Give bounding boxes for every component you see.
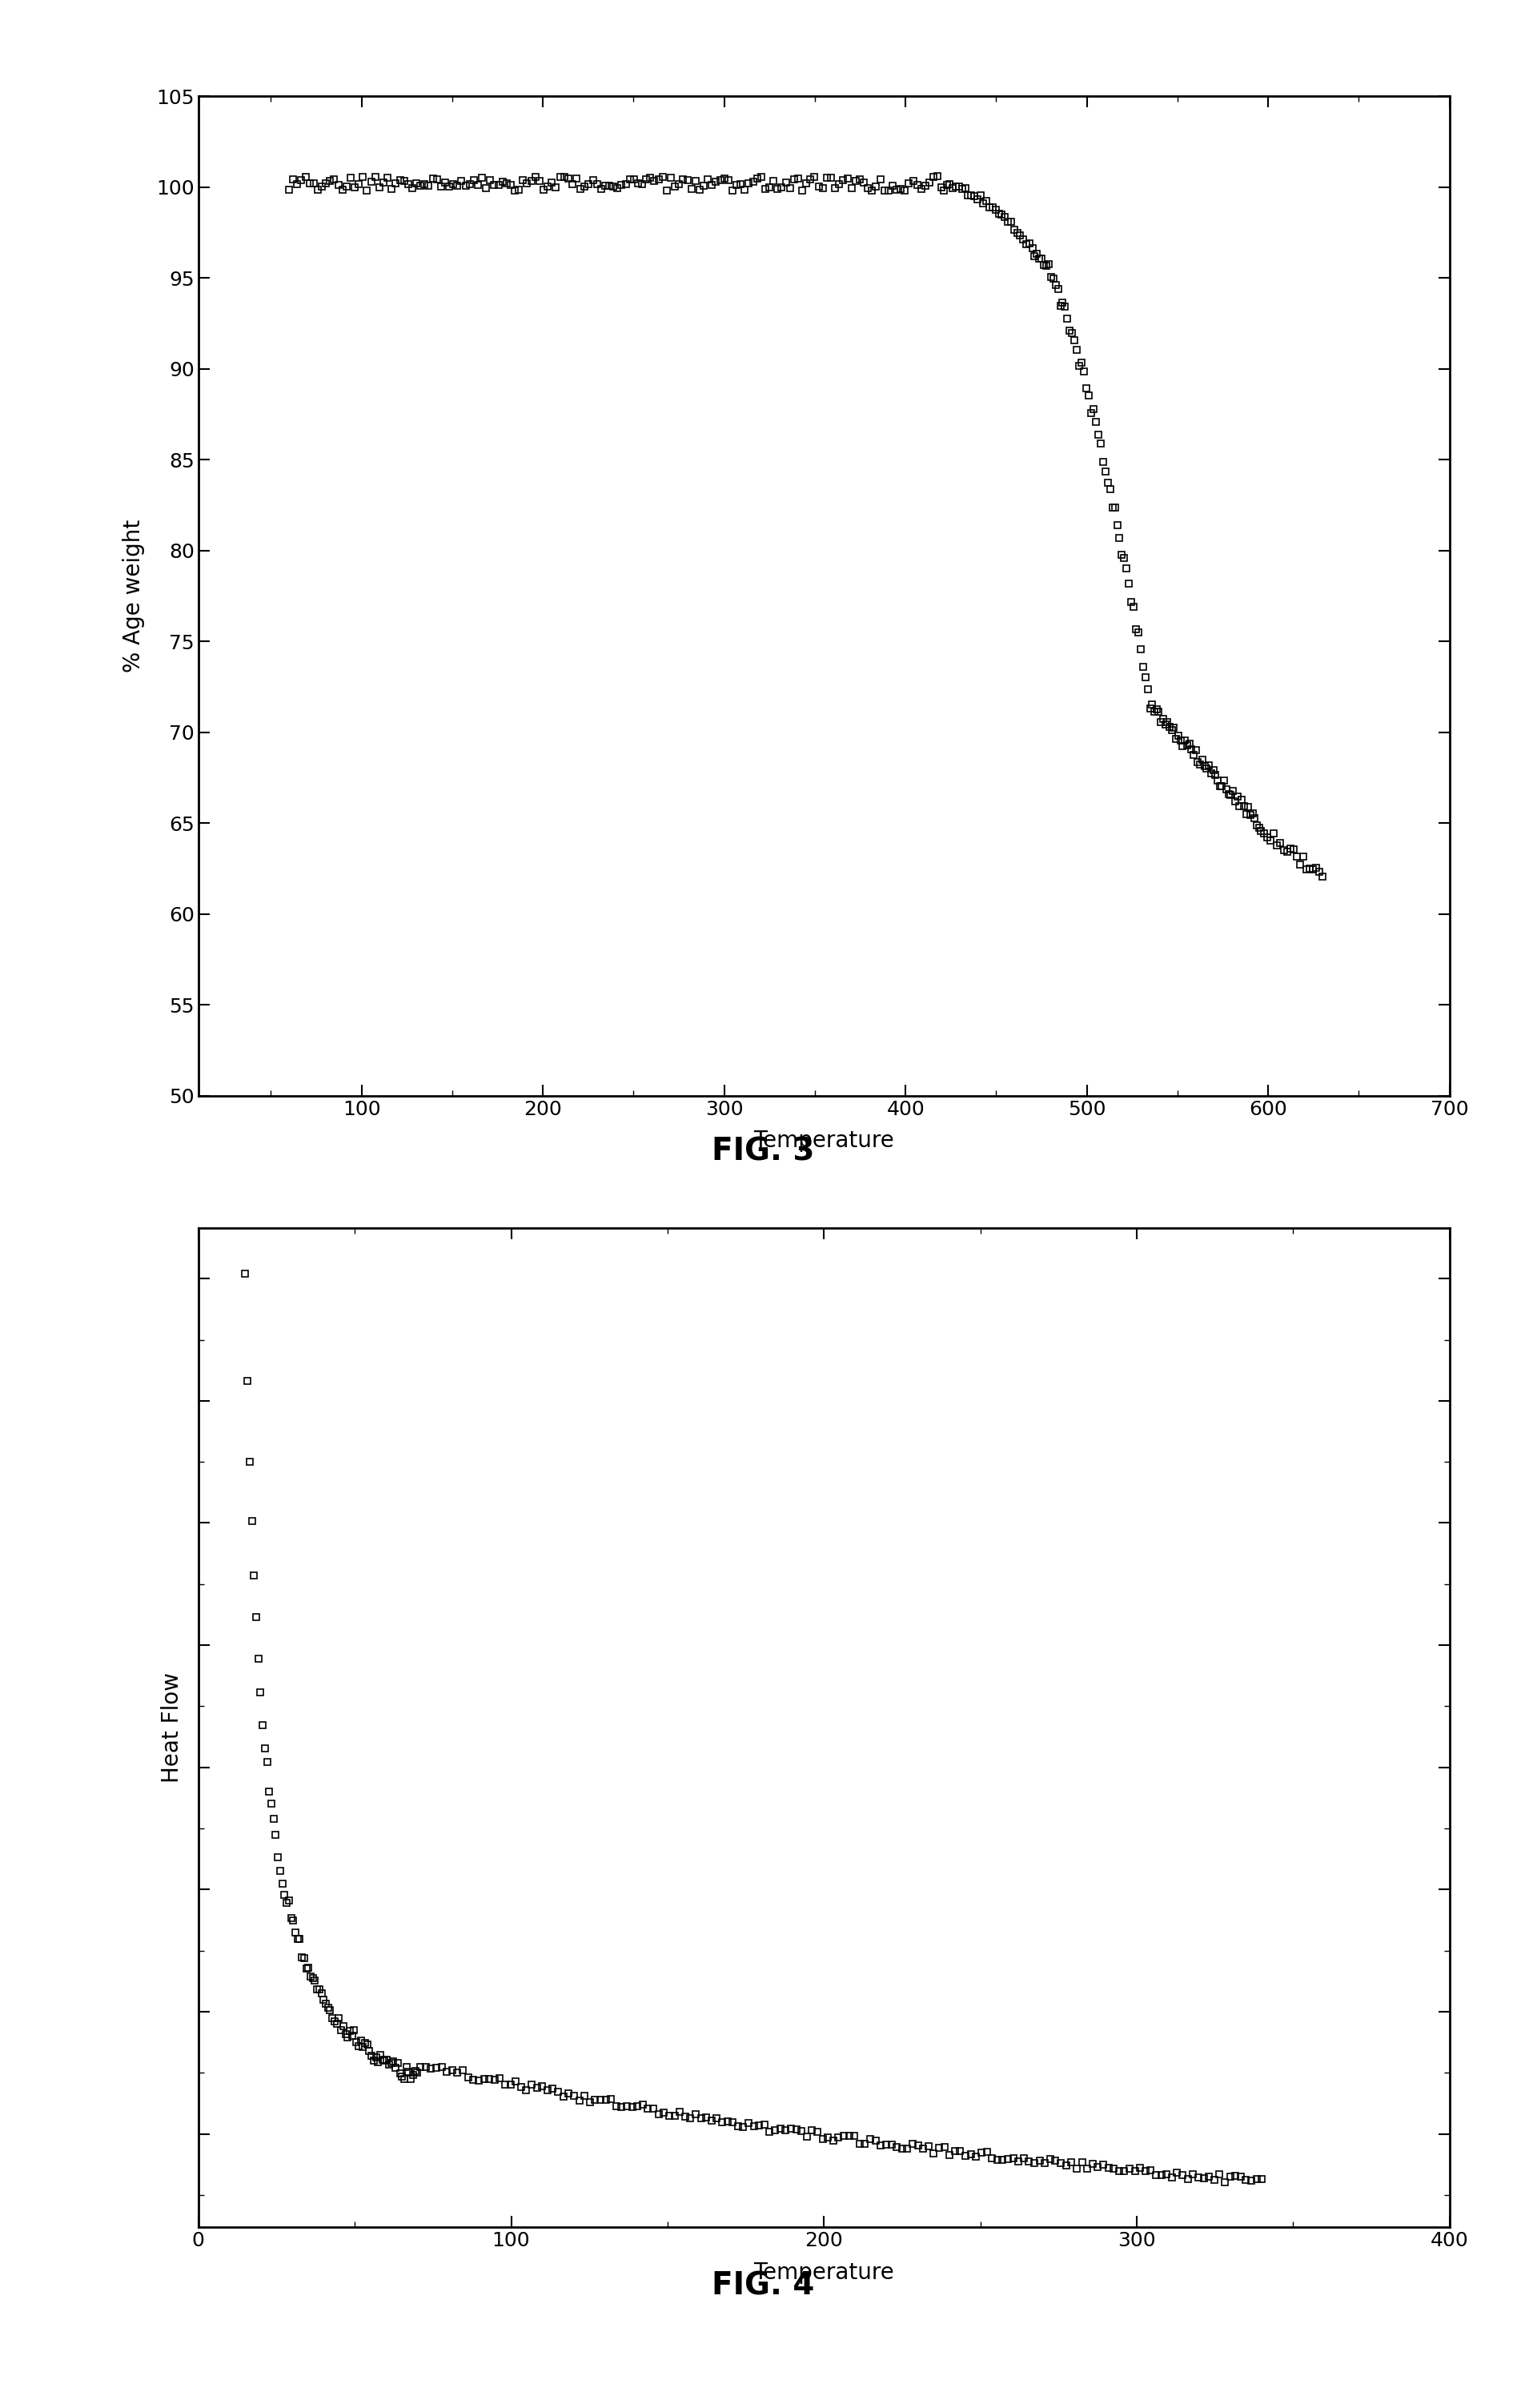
Text: FIG. 3: FIG. 3 [711, 1137, 814, 1168]
Y-axis label: Heat Flow: Heat Flow [160, 1674, 183, 1782]
Text: FIG. 4: FIG. 4 [711, 2271, 814, 2302]
X-axis label: Temperature: Temperature [753, 2261, 894, 2285]
X-axis label: Temperature: Temperature [753, 1129, 894, 1153]
Y-axis label: % Age weight: % Age weight [122, 520, 145, 672]
